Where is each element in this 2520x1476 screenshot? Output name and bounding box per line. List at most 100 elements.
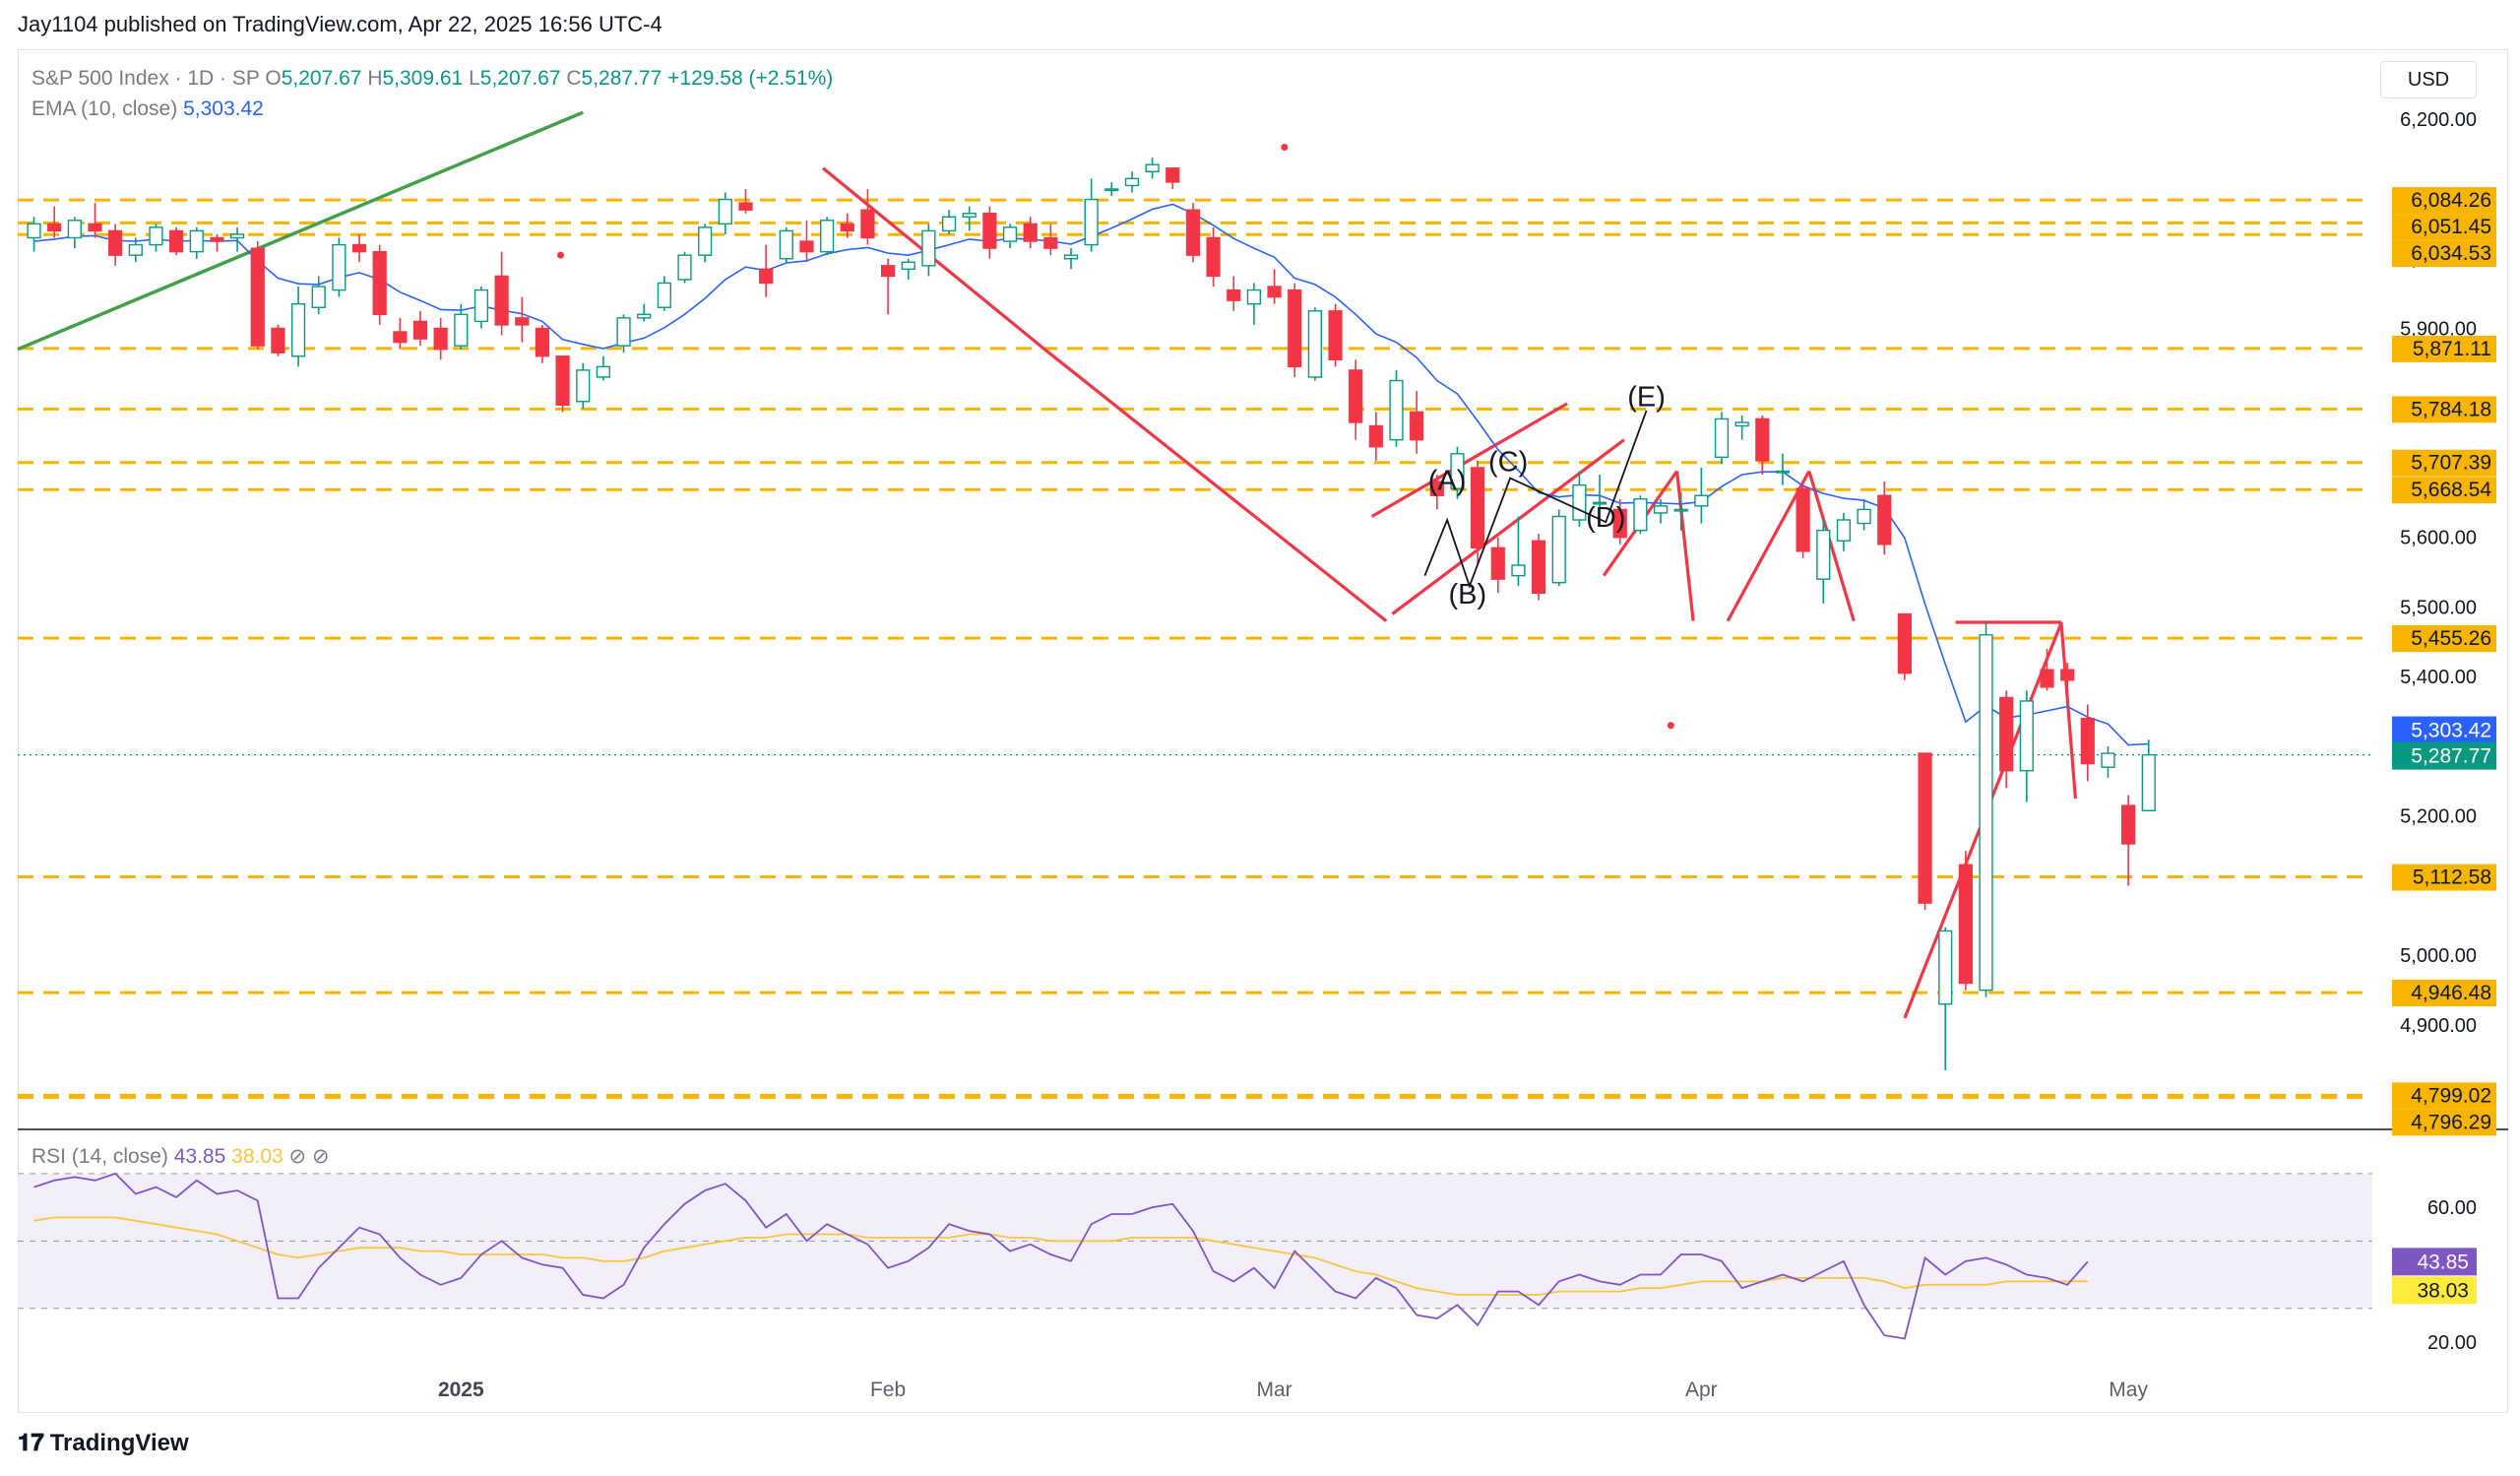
candle (1857, 498, 1871, 531)
level-price-label: 6,084.26 (2392, 187, 2496, 215)
candle-body (1450, 453, 1465, 489)
candle (1673, 491, 1688, 531)
candle (1349, 359, 1363, 440)
candle (1592, 475, 1607, 510)
candle (412, 310, 428, 347)
candle (880, 258, 896, 315)
candle (698, 224, 713, 263)
candle (2141, 739, 2156, 811)
candle-body (1775, 470, 1791, 474)
candle (2080, 704, 2095, 782)
candle (1023, 217, 1038, 249)
level-price-text: 5,455.26 (2411, 627, 2491, 650)
candle-body (1145, 163, 1160, 172)
candle-body (1857, 508, 1871, 525)
candle (657, 276, 671, 311)
candle-body (1410, 411, 1424, 441)
candle (433, 317, 448, 360)
candle-body (1979, 634, 1993, 992)
tradingview-brand: TradingView (49, 1430, 189, 1456)
candle (576, 362, 591, 409)
candle (2060, 663, 2075, 691)
candle (189, 226, 204, 259)
candle (1084, 178, 1099, 252)
candle (271, 324, 285, 356)
candle-body (1002, 226, 1018, 242)
candle (27, 217, 41, 252)
level-price-text: 5,707.39 (2411, 452, 2491, 475)
price-tick-label: 5,500.00 (2400, 597, 2477, 618)
candle-body (1531, 540, 1546, 595)
price-tick-label: 5,000.00 (2400, 945, 2477, 967)
hidden-icon[interactable]: ⊘ (312, 1145, 330, 1168)
candle-body (1084, 198, 1099, 246)
red-trendline (1043, 348, 1388, 622)
candle-body (515, 317, 530, 326)
candle (1694, 467, 1709, 524)
red-trendline (1807, 471, 1856, 622)
legend-o-label: O (265, 67, 282, 90)
rsi-value-label: 43.85 (2392, 1248, 2477, 1276)
candle-body (2101, 752, 2115, 768)
candle (515, 296, 530, 343)
candle (47, 206, 62, 238)
candle (2121, 795, 2136, 886)
candle (1389, 369, 1404, 447)
candle-body (2080, 717, 2095, 765)
wave-path (1423, 410, 1648, 589)
tradingview-logo-icon: 𝟏𝟕 (18, 1430, 44, 1456)
level-price-label: 4,799.02 (2392, 1082, 2496, 1110)
candle-body (290, 303, 306, 357)
legend-ema-row[interactable]: EMA (10, close) 5,303.42 (32, 94, 833, 124)
currency-button[interactable]: USD (2380, 61, 2477, 98)
last-price-label-box (2392, 741, 2496, 770)
level-price-box (2392, 240, 2496, 268)
candle-body (1429, 481, 1444, 496)
legend-change: +129.58 (+2.51%) (667, 67, 834, 90)
candle-body (1124, 177, 1140, 187)
candle (1633, 495, 1648, 535)
candle (290, 287, 306, 367)
candle-body (941, 216, 957, 232)
legend-close: 5,287.77 (581, 67, 662, 90)
candle-body (657, 282, 671, 308)
candle-body (189, 229, 204, 253)
rsi-ma-value-label: 38.03 (2392, 1276, 2477, 1305)
candle (1714, 412, 1730, 465)
candle-body (2040, 669, 2054, 688)
candle-body (47, 223, 62, 232)
candle (108, 224, 123, 266)
candle (67, 217, 82, 249)
candle-body (128, 243, 143, 256)
rsi-tick-label: 60.00 (2427, 1197, 2477, 1219)
wave-label: (B) (1448, 579, 1486, 610)
candle (1999, 690, 2014, 789)
candle-body (820, 220, 835, 253)
candle (1918, 752, 1932, 911)
candle-body (332, 243, 346, 291)
price-tick-label: 5,400.00 (2400, 667, 2477, 688)
candle-body (2141, 753, 2156, 811)
candle (718, 192, 732, 234)
level-price-text: 5,668.54 (2411, 479, 2491, 501)
candle (1877, 481, 1892, 555)
candle-body (698, 226, 713, 256)
legend-h-label: H (367, 67, 383, 90)
candle-body (1816, 529, 1831, 580)
level-price-label: 4,796.29 (2392, 1109, 2496, 1136)
level-price-label: 5,707.39 (2392, 449, 2496, 477)
level-price-label: 5,668.54 (2392, 477, 2496, 504)
candle (1145, 158, 1160, 179)
candle (1938, 927, 1953, 1070)
candle (759, 244, 774, 297)
candle (616, 314, 631, 353)
candle (169, 226, 184, 256)
candle (250, 241, 265, 350)
candle (1796, 481, 1810, 558)
hidden-icon[interactable]: ⊘ (288, 1145, 307, 1168)
candle-body (738, 202, 753, 211)
legend-open: 5,207.67 (281, 67, 362, 90)
candle (393, 317, 408, 350)
rsi-legend[interactable]: RSI (14, close) 43.85 38.03 ⊘ ⊘ (32, 1144, 330, 1169)
